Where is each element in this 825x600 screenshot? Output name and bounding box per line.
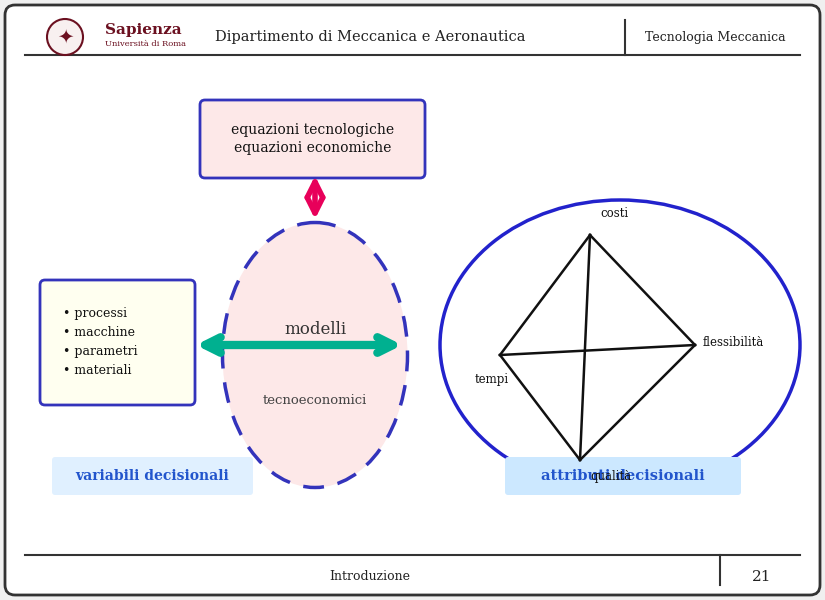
Text: costi: costi <box>600 207 628 220</box>
FancyBboxPatch shape <box>200 100 425 178</box>
Text: Università di Roma: Università di Roma <box>105 40 186 48</box>
Text: tempi: tempi <box>475 373 509 386</box>
Ellipse shape <box>47 19 83 55</box>
FancyBboxPatch shape <box>52 457 253 495</box>
Text: modelli: modelli <box>284 322 346 338</box>
Text: • processi
• macchine
• parametri
• materiali: • processi • macchine • parametri • mate… <box>63 307 138 377</box>
Text: 21: 21 <box>752 570 771 584</box>
Text: flessibilità: flessibilità <box>703 337 764 349</box>
Text: equazioni tecnologiche
equazioni economiche: equazioni tecnologiche equazioni economi… <box>231 123 394 155</box>
Ellipse shape <box>223 223 408 487</box>
Text: Sapienza: Sapienza <box>105 23 182 37</box>
Text: Tecnologia Meccanica: Tecnologia Meccanica <box>644 31 785 43</box>
Text: tecnoeconomici: tecnoeconomici <box>263 394 367 407</box>
FancyBboxPatch shape <box>5 5 820 595</box>
Text: Introduzione: Introduzione <box>329 571 411 583</box>
Text: ✦: ✦ <box>57 28 73 46</box>
Ellipse shape <box>440 200 800 490</box>
Text: qualità: qualità <box>590 470 631 483</box>
Text: Dipartimento di Meccanica e Aeronautica: Dipartimento di Meccanica e Aeronautica <box>214 30 526 44</box>
Text: attributi decisionali: attributi decisionali <box>541 469 705 483</box>
Text: variabili decisionali: variabili decisionali <box>76 469 229 483</box>
FancyBboxPatch shape <box>40 280 195 405</box>
FancyBboxPatch shape <box>505 457 741 495</box>
